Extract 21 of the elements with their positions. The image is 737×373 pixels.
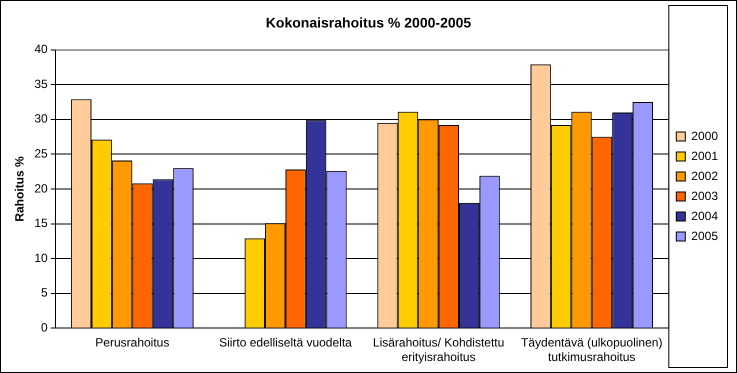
y-axis-title: Rahoitus % [12, 156, 27, 222]
chart-title: Kokonaisrahoitus % 2000-2005 [266, 14, 472, 30]
x-tick-label: Lisärahoitus/ Kohdistettu erityisrahoitus [372, 336, 504, 364]
legend-label: 2002 [691, 168, 718, 183]
y-tick-label: 40 [34, 42, 48, 56]
legend-label: 2004 [691, 208, 718, 223]
y-tick-label: 35 [34, 76, 48, 91]
y-tick-label: 25 [34, 146, 48, 161]
x-tick-label: Siirto edelliseltä vuodelta [219, 336, 352, 350]
legend-label: 2001 [691, 148, 718, 163]
y-tick-label: 20 [34, 181, 48, 196]
legend-label: 2003 [691, 188, 718, 203]
y-tick-label: 15 [34, 216, 48, 230]
x-tick-label: Perusrahoitus [95, 336, 170, 350]
legend-label: 2005 [691, 228, 718, 243]
y-tick-label: 0 [41, 320, 48, 335]
x-tick-label: Täydentävä (ulkopuolinen) tutkimusrahoitus [521, 336, 662, 364]
legend-label: 2000 [691, 128, 718, 143]
y-tick-label: 10 [34, 250, 48, 265]
y-tick-label: 5 [41, 286, 48, 300]
y-tick-label: 30 [34, 112, 48, 126]
